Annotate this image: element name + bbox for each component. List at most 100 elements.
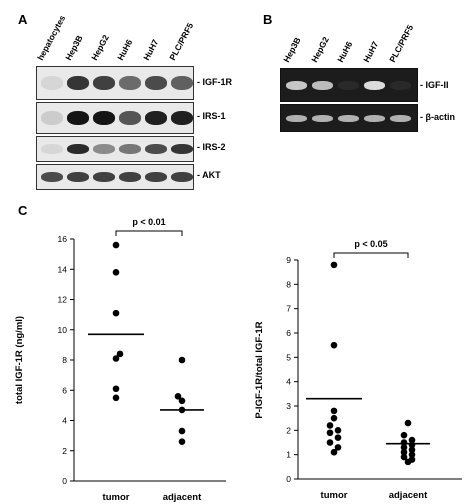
panel-b-letter: B [263, 12, 273, 27]
data-point [178, 427, 186, 435]
lane-label-hepg2: HepG2 [89, 33, 111, 62]
data-point [408, 436, 416, 444]
band [364, 80, 385, 90]
data-point [330, 341, 338, 349]
data-point [400, 431, 408, 439]
data-point [334, 444, 342, 451]
lane-label-b-hep3b: Hep3B [281, 35, 303, 64]
lane-label-b-huh6: HuH6 [335, 39, 355, 64]
band [67, 111, 89, 125]
lane-label-huh7: HuH7 [141, 37, 161, 62]
band [171, 172, 193, 182]
significance-annotation: p < 0.01 [132, 217, 165, 227]
data-point [400, 448, 408, 456]
data-point [330, 261, 338, 269]
blot-label-irs2: - IRS-2 [197, 142, 226, 152]
band [390, 114, 411, 122]
y-tick-label: 8 [62, 355, 67, 365]
data-point [400, 453, 408, 461]
band [119, 76, 141, 90]
significance-bracket [333, 252, 409, 258]
data-point [334, 427, 342, 434]
data-point [178, 397, 186, 405]
y-tick-label: 6 [62, 385, 67, 395]
y-tick-label: 3 [286, 401, 291, 411]
band [41, 144, 63, 154]
band [312, 114, 333, 122]
data-point [400, 439, 408, 446]
scatter-plot-total-igf1r: 0 2 4 6 8 10 12 14 16 total IGF-1R (ng/ml) tumor ad… [14, 217, 226, 503]
panel-a-letter: A [18, 12, 28, 27]
band [390, 80, 411, 90]
band [171, 76, 193, 90]
y-tick-label: 10 [58, 325, 68, 335]
band [145, 111, 167, 125]
data-point [178, 438, 186, 445]
band [312, 80, 333, 90]
y-tick-label: 4 [62, 416, 67, 426]
data-point [116, 350, 124, 358]
data-point [326, 422, 334, 429]
y-tick-label: 1 [286, 450, 291, 460]
band [93, 76, 115, 90]
band [119, 172, 141, 182]
band [119, 144, 141, 154]
band [119, 111, 141, 125]
y-tick-label: 9 [286, 255, 291, 265]
band [41, 172, 63, 182]
y-tick-label: 2 [62, 446, 67, 456]
band [286, 80, 307, 90]
data-point [404, 419, 412, 427]
band [145, 144, 167, 154]
lane-label-hepatocytes: hepatocytes [35, 13, 68, 62]
x-category-label: adjacent [389, 490, 428, 501]
western-blot-akt [36, 164, 194, 190]
data-point [330, 414, 338, 422]
y-tick-label: 7 [286, 304, 291, 314]
significance-annotation: p < 0.05 [354, 239, 387, 249]
blot-label-igf1r: - IGF-1R [197, 77, 232, 87]
data-point [112, 268, 120, 276]
band [338, 80, 359, 90]
lane-label-b-huh7: HuH7 [361, 39, 381, 64]
band [41, 111, 63, 125]
data-point [112, 385, 120, 393]
data-point [174, 393, 182, 400]
data-point [112, 309, 120, 317]
band [171, 144, 193, 154]
band [338, 114, 359, 122]
band [364, 114, 385, 122]
gel-label-igf2: - IGF-II [420, 80, 449, 90]
data-point [408, 446, 416, 454]
band [41, 76, 63, 90]
data-point [408, 456, 416, 463]
y-axis-label: total IGF-1R (ng/ml) [14, 316, 25, 404]
western-blot-irs1 [36, 102, 194, 134]
band [145, 76, 167, 90]
y-tick-label: 4 [286, 377, 291, 387]
data-point [400, 444, 408, 451]
data-point [326, 439, 334, 446]
lane-label-plc-prf5: PLC/PRF5 [167, 21, 196, 62]
x-category-label: tumor [103, 492, 130, 503]
lane-label-b-plc-prf5: PLC/PRF5 [387, 23, 416, 64]
band [93, 144, 115, 154]
rtpcr-gel-igf2 [280, 68, 418, 102]
y-tick-label: 8 [286, 279, 291, 289]
band [145, 172, 167, 182]
y-axis-label: P-IGF-1R/total IGF-1R [254, 321, 265, 418]
data-point [334, 434, 342, 441]
panel-c-letter: C [18, 203, 28, 218]
y-tick-label: 5 [286, 352, 291, 362]
data-point [112, 355, 120, 362]
rtpcr-gel-beta-actin [280, 104, 418, 132]
western-blot-igf1r [36, 66, 194, 100]
band [286, 114, 307, 122]
gel-label-beta-actin: - β-actin [420, 112, 455, 122]
band [171, 111, 193, 125]
y-tick-label: 12 [58, 295, 68, 305]
data-point [178, 356, 186, 364]
scatter-plot-p-igf1r-ratio: 0 1 2 3 4 5 6 7 8 9 P-IGF-1R/total IGF-1R tumor adja… [254, 239, 462, 501]
band [67, 76, 89, 90]
data-point [326, 429, 334, 437]
